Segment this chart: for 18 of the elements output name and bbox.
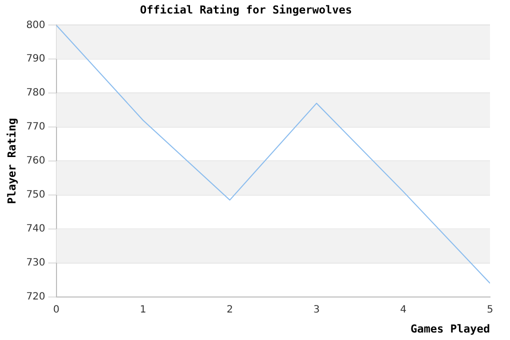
y-tick-label: 720	[26, 291, 46, 302]
y-tick-label: 790	[26, 54, 46, 65]
x-tick-label: 1	[140, 304, 146, 316]
x-tick-label: 5	[486, 304, 494, 316]
x-tick-label: 3	[313, 304, 320, 316]
y-tick-label: 750	[26, 190, 46, 201]
y-tick-label: 740	[26, 223, 46, 234]
y-tick-label: 770	[26, 122, 46, 133]
x-tick-label: 2	[226, 304, 233, 316]
y-tick-label: 730	[26, 257, 46, 268]
chart-title: Official Rating for Singerwolves	[140, 3, 352, 16]
y-tick-label: 800	[26, 20, 46, 31]
x-tick-label: 0	[53, 304, 60, 316]
y-tick-label: 780	[26, 88, 46, 99]
x-axis-title: Games Played	[410, 322, 490, 336]
x-tick-label: 4	[400, 304, 406, 316]
y-tick-label: 760	[26, 156, 46, 167]
y-axis-title: Player Rating	[5, 118, 18, 204]
